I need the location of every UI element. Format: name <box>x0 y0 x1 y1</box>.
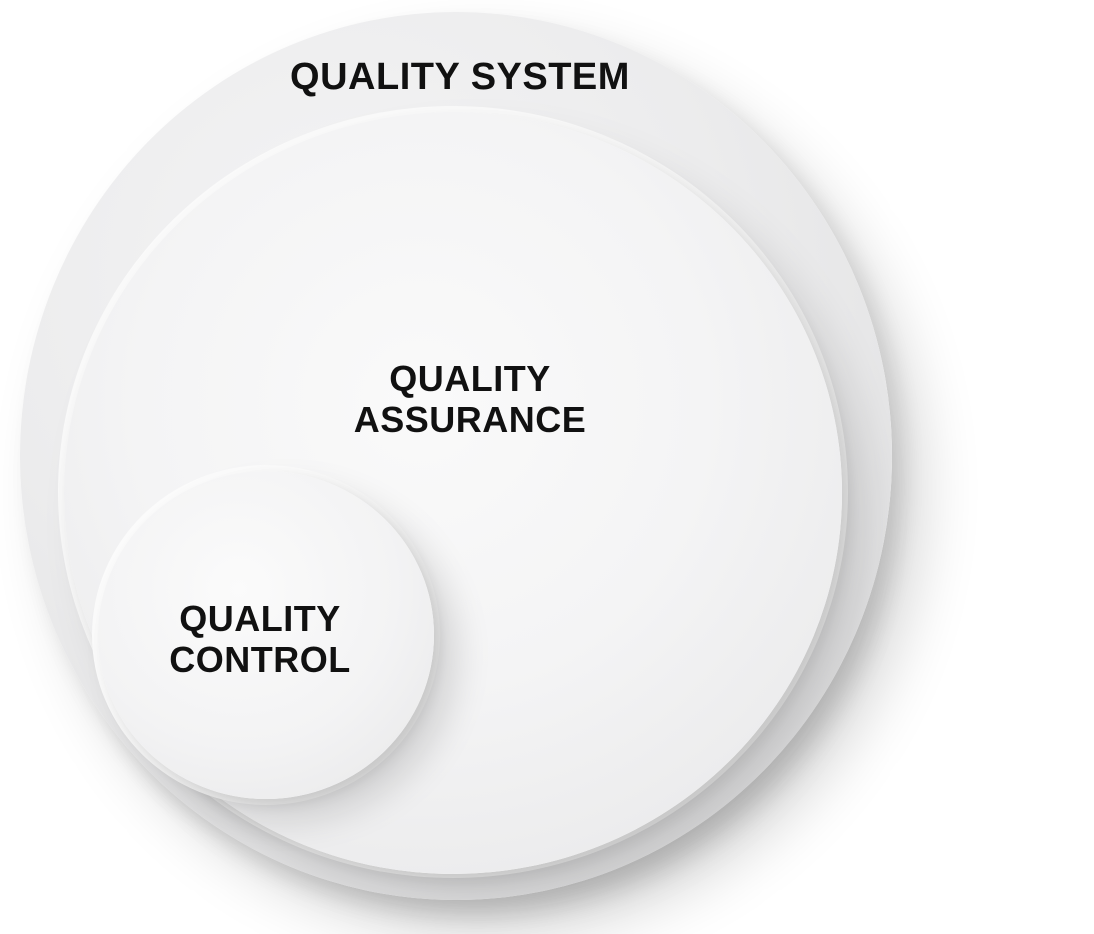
quality-assurance-label-line2: ASSURANCE <box>353 399 587 441</box>
quality-control-label: QUALITY CONTROL <box>110 598 410 681</box>
quality-assurance-label: QUALITY ASSURANCE <box>320 358 620 441</box>
quality-system-label: QUALITY SYSTEM <box>260 56 660 100</box>
quality-system-label-text: QUALITY SYSTEM <box>290 56 630 98</box>
quality-control-circle <box>98 471 434 799</box>
quality-assurance-label-line1: QUALITY <box>389 358 551 399</box>
quality-control-label-line2: CONTROL <box>169 639 351 681</box>
quality-control-label-line1: QUALITY <box>179 598 341 639</box>
